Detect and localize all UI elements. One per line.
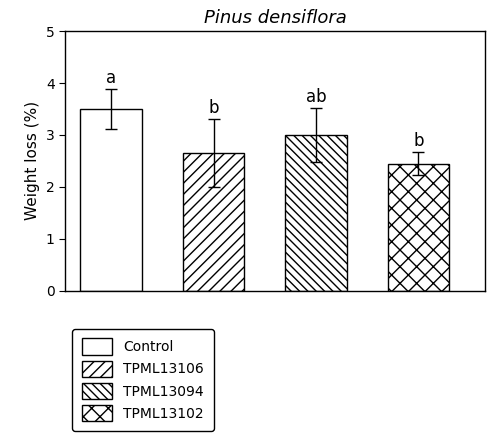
Bar xyxy=(388,164,449,291)
Text: b: b xyxy=(208,99,219,118)
Legend: Control, TPML13106, TPML13094, TPML13102: Control, TPML13106, TPML13094, TPML13102 xyxy=(72,329,214,431)
Text: ab: ab xyxy=(306,88,326,106)
Text: a: a xyxy=(106,69,116,87)
Bar xyxy=(183,153,244,291)
Y-axis label: Weight loss (%): Weight loss (%) xyxy=(25,101,40,220)
Text: b: b xyxy=(413,132,424,150)
Title: Pinus densiflora: Pinus densiflora xyxy=(204,9,346,27)
Bar xyxy=(285,135,346,291)
Bar xyxy=(80,109,142,291)
